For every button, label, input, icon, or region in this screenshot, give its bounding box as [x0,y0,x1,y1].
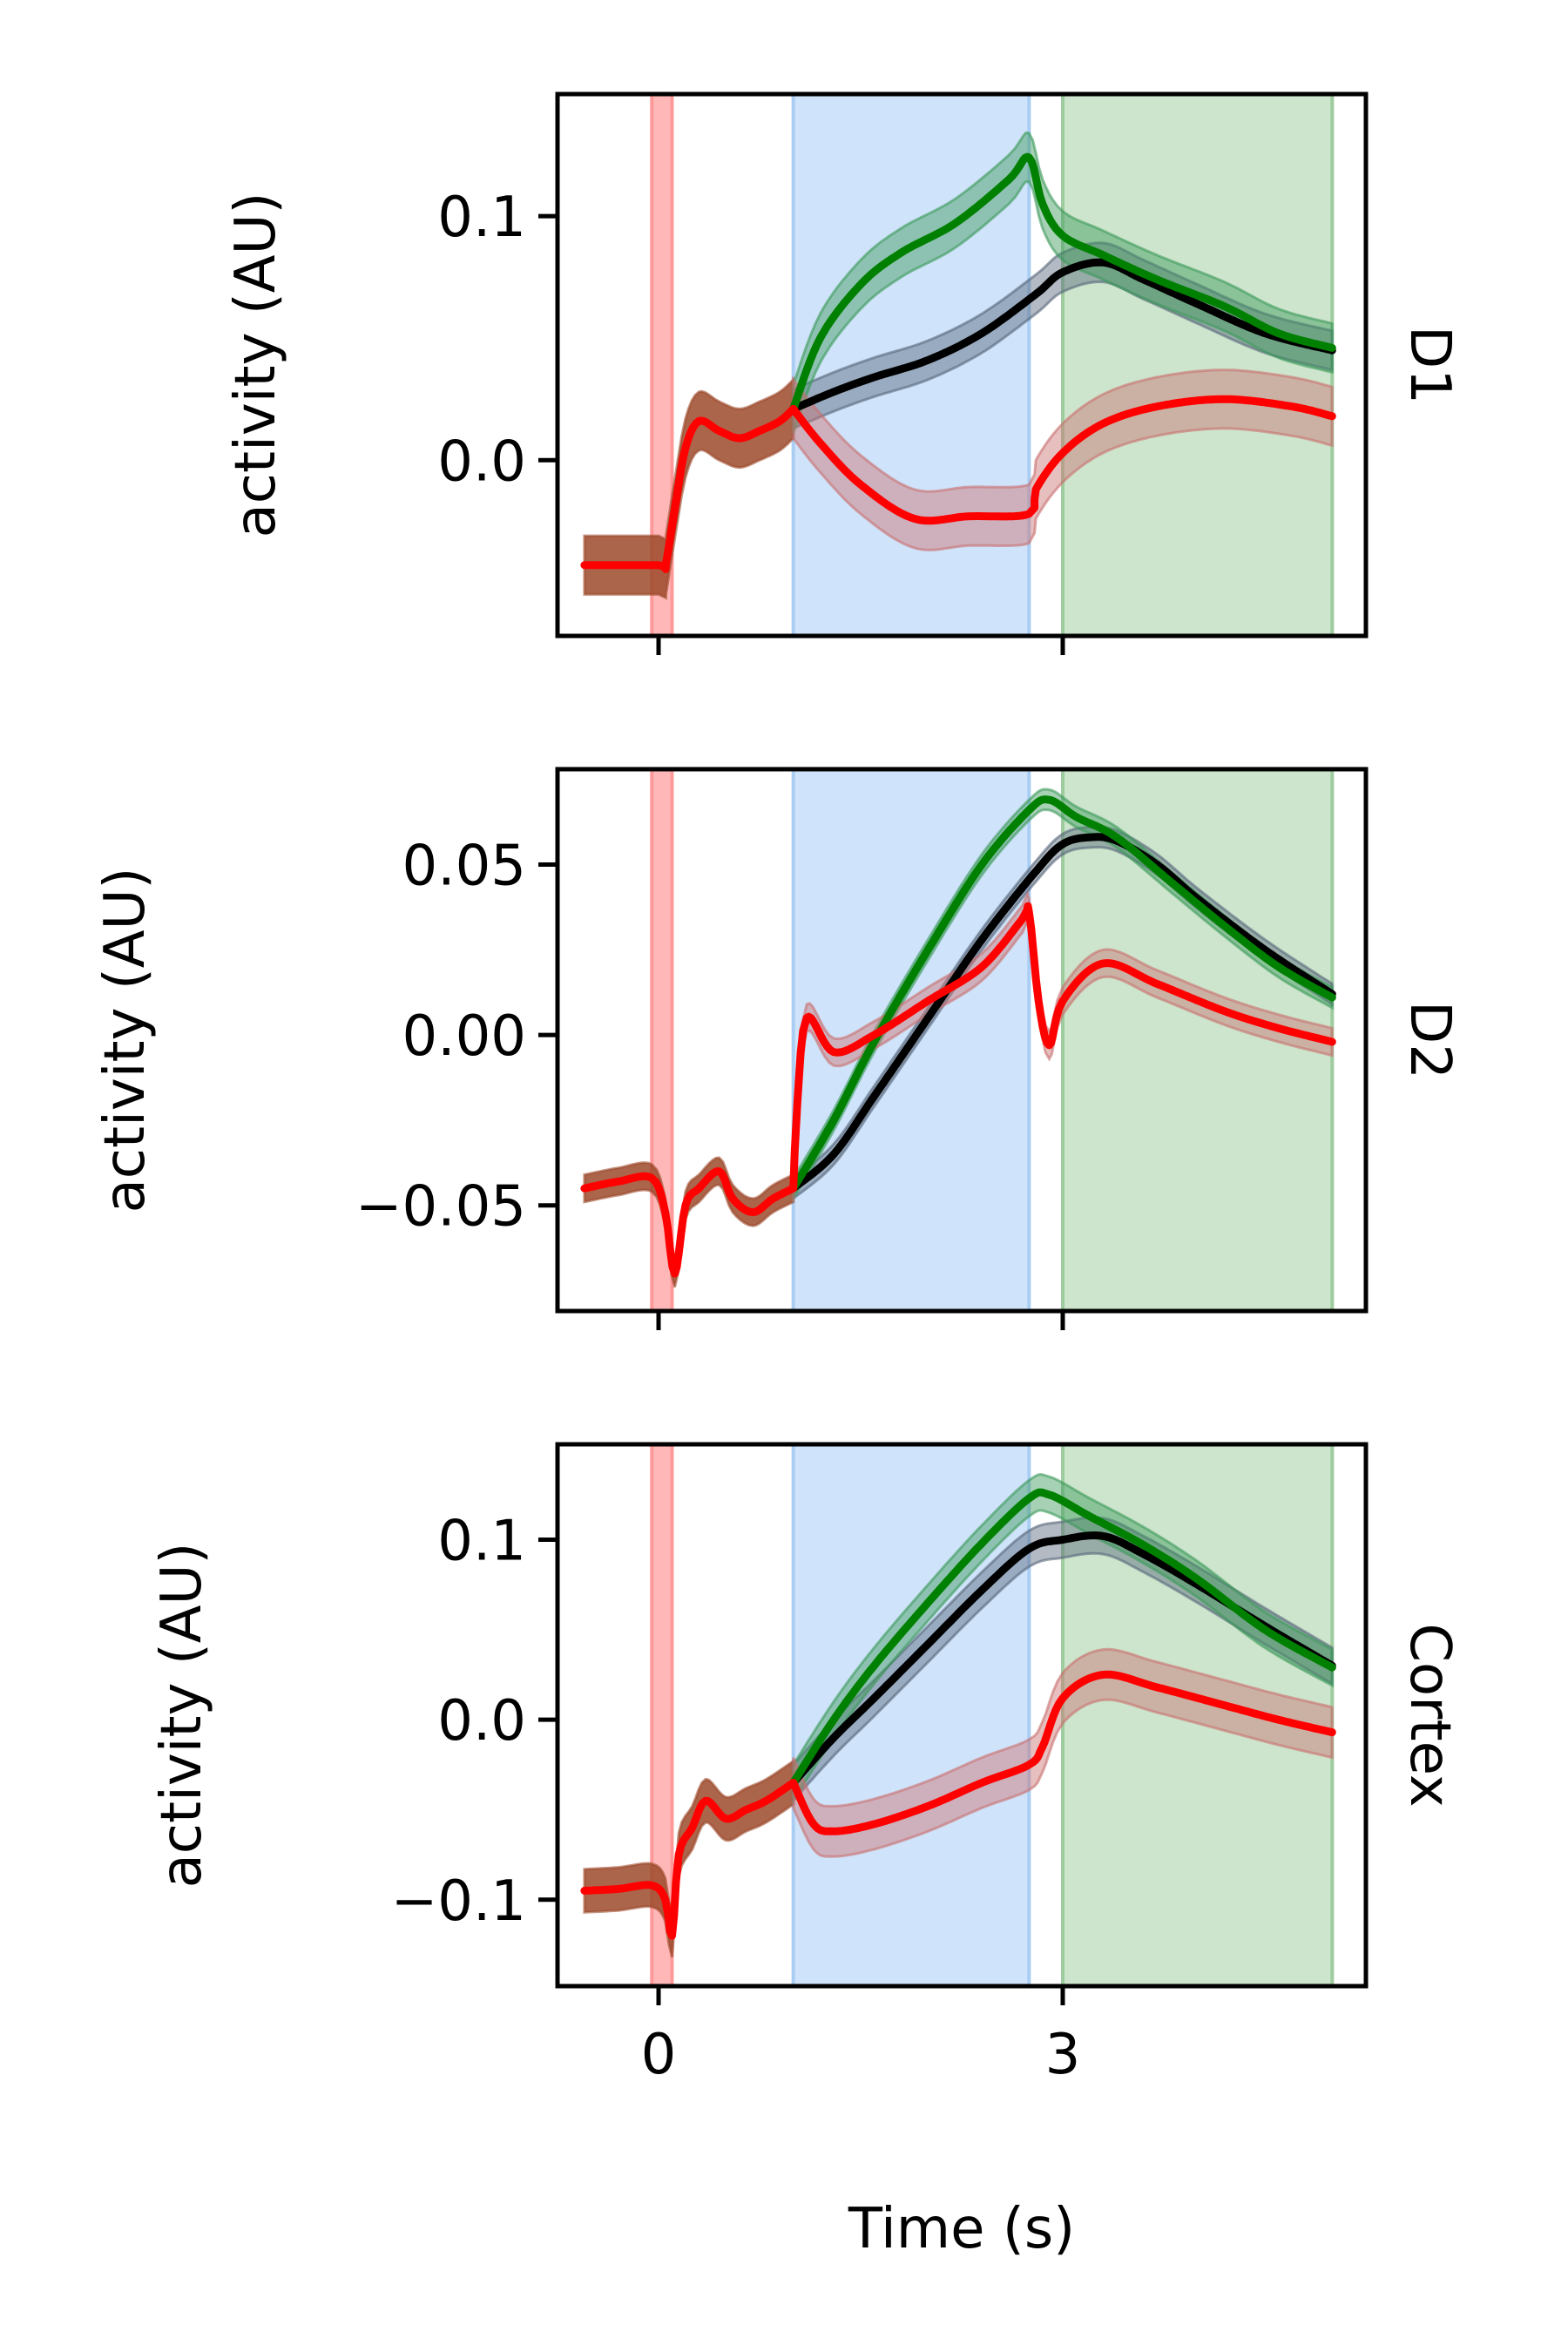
panel-d2-frame [555,767,1369,1314]
baseline-line [580,1779,798,1940]
y-tick-label: 0.1 [437,1510,526,1574]
panel-d2-plot-area [580,769,1336,1311]
panel-cortex: −0.1 0.0 0.1 0 3 activity (AU) Cortex [150,1442,1462,2087]
shaded-region-green [1063,769,1333,1311]
shaded-region-red [652,94,672,636]
panel-d1-ticks: 0.0 0.1 [437,186,1065,655]
series-line-green [789,1488,1336,1787]
shaded-region-green [1063,94,1333,636]
y-tick-label: 0.05 [402,835,527,899]
y-tick-label: 0.0 [437,429,526,494]
y-tick-label: 0.1 [437,186,526,250]
panel-cortex-frame [555,1442,1369,1989]
panel-d2-label: D2 [1397,1001,1462,1079]
panel-d2-series [580,769,1336,1311]
panel-cortex-ylabel: activity (AU) [150,1543,214,1889]
panel-d1-label: D1 [1397,326,1462,404]
baseline-line [580,1167,798,1278]
series-line-red [789,1670,1336,1835]
y-tick-label: 0.0 [437,1689,526,1754]
x-axis-label: Time (s) [848,2197,1075,2261]
sem-band-green [792,131,1334,434]
panel-d2-ticks: −0.05 0.00 0.05 [355,835,1065,1330]
panel-d1-ylabel: activity (AU) [224,193,288,538]
panel-d2: −0.05 0.00 0.05 activity (AU) D2 [93,767,1462,1330]
series-line-black [789,833,1336,1193]
sem-band-red [792,368,1334,551]
y-tick-label: 0.00 [402,1004,527,1069]
y-tick-label: −0.1 [391,1869,526,1934]
panel-cortex-plot-area [580,1444,1336,1986]
x-tick-label: 3 [1045,2023,1081,2087]
series-line-green [789,152,1336,413]
y-tick-label: −0.05 [355,1175,526,1240]
panel-d1-series [580,94,1336,636]
series-line-black [789,258,1336,413]
panel-d1: 0.0 0.1 activity (AU) D1 [224,91,1462,655]
panel-cortex-ticks: −0.1 0.0 0.1 0 3 [391,1510,1081,2087]
panel-cortex-series [580,1444,1336,1986]
panel-d1-plot-area [580,94,1336,636]
x-tick-label: 0 [641,2023,677,2087]
panel-d2-ylabel: activity (AU) [93,868,158,1213]
series-line-red [789,902,1336,1193]
baseline-line [580,404,798,573]
panel-cortex-label: Cortex [1397,1623,1462,1807]
shaded-region-red [652,1444,672,1986]
sem-band-red [792,889,1334,1202]
panel-d1-frame [555,91,1369,639]
series-line-red [789,395,1336,525]
